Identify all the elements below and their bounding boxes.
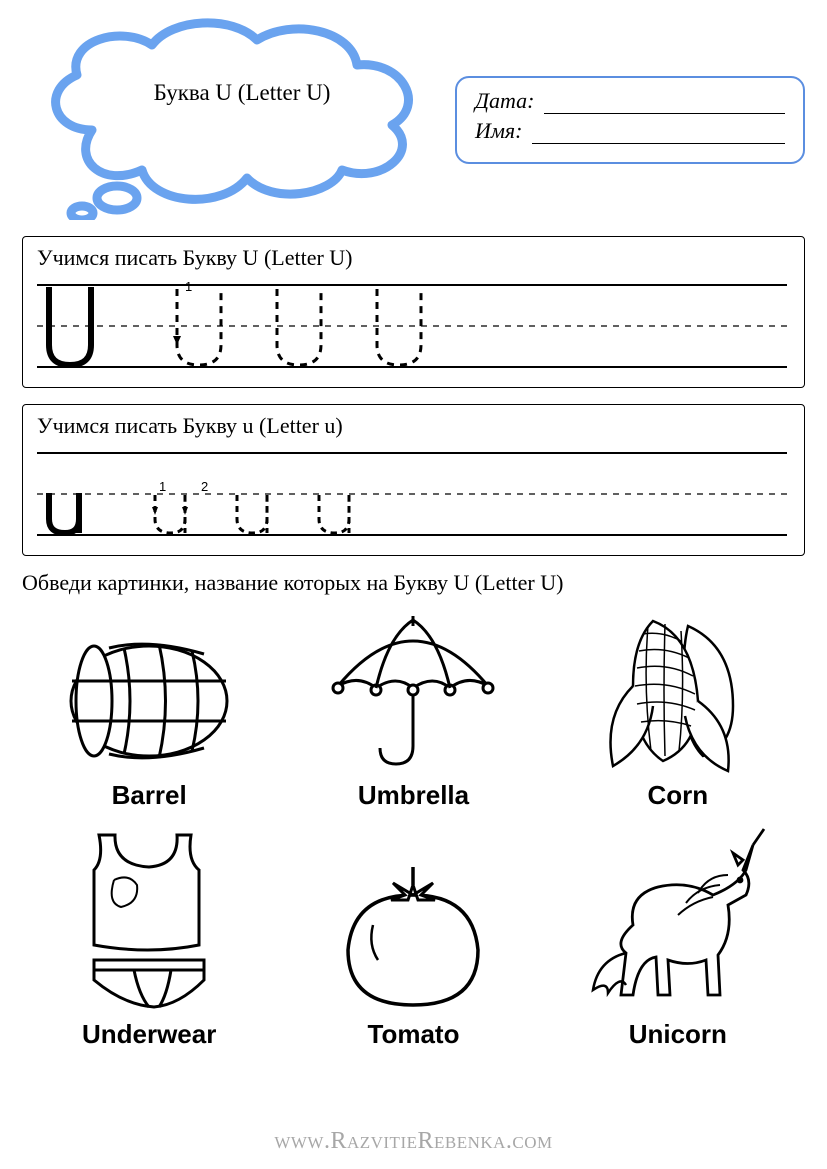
- picture-label: Tomato: [368, 1019, 460, 1050]
- uppercase-title: Учимся писать Букву U (Letter U): [37, 245, 790, 271]
- uppercase-practice-box: Учимся писать Букву U (Letter U) 1: [22, 236, 805, 388]
- picture-unicorn[interactable]: Unicorn: [578, 825, 778, 1050]
- picture-umbrella[interactable]: Umbrella: [318, 606, 508, 811]
- name-field[interactable]: [532, 120, 785, 144]
- footer-url: www.RazvitieRebenka.com: [0, 1128, 827, 1155]
- title-cloud: Буква U (Letter U): [22, 10, 462, 220]
- page-title: Буква U (Letter U): [22, 80, 462, 106]
- date-label: Дата:: [475, 88, 534, 114]
- picture-label: Corn: [647, 780, 708, 811]
- lowercase-practice-box: Учимся писать Букву u (Letter u) 1 2: [22, 404, 805, 556]
- picture-barrel[interactable]: Barrel: [64, 626, 234, 811]
- picture-underwear[interactable]: Underwear: [59, 825, 239, 1050]
- lowercase-title: Учимся писать Букву u (Letter u): [37, 413, 790, 439]
- picture-label: Underwear: [82, 1019, 216, 1050]
- stroke-2-label: 2: [201, 479, 208, 494]
- picture-label: Umbrella: [358, 780, 469, 811]
- name-label: Имя:: [475, 118, 522, 144]
- stroke-1-label: 1: [185, 279, 192, 294]
- pictures-grid: Barrel Umbrella: [22, 606, 805, 1050]
- pictures-instruction: Обведи картинки, название которых на Бук…: [22, 570, 805, 596]
- picture-label: Barrel: [112, 780, 187, 811]
- date-field[interactable]: [544, 90, 785, 114]
- picture-tomato[interactable]: Tomato: [323, 855, 503, 1050]
- stroke-1-label: 1: [159, 479, 166, 494]
- picture-corn[interactable]: Corn: [593, 606, 763, 811]
- name-date-box: Дата: Имя:: [455, 76, 805, 164]
- picture-label: Unicorn: [629, 1019, 727, 1050]
